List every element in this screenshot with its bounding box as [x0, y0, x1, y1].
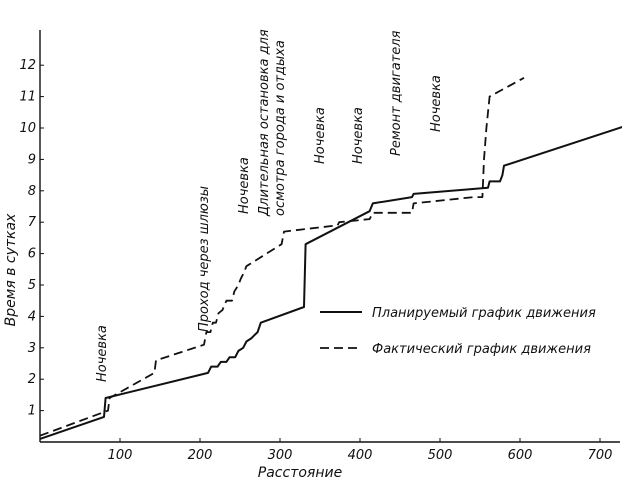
- series-layer: [39, 77, 622, 440]
- series-planned-line: [39, 126, 622, 440]
- x-tick-label: 100: [108, 448, 133, 463]
- annotation-long-stop-line-1: Длительная остановка для: [257, 29, 272, 217]
- annotation-overnight-4: Ночевка: [351, 107, 366, 164]
- x-tick-label: 700: [588, 448, 613, 463]
- annotation-overnight-3: Ночевка: [313, 107, 328, 164]
- y-tick-label: 1: [28, 404, 36, 419]
- y-tick-label: 3: [28, 341, 36, 356]
- x-axis-title: Расстояние: [258, 465, 342, 481]
- y-tick-label: 7: [28, 215, 37, 230]
- y-tick-label: 8: [28, 184, 36, 199]
- y-tick-label: 5: [28, 278, 36, 293]
- x-tick-label: 500: [428, 448, 453, 463]
- y-tick-label: 12: [19, 58, 36, 73]
- x-tick-label: 300: [268, 448, 293, 463]
- y-axis-title: Время в сутках: [3, 213, 19, 326]
- legend-planned-label: Планируемый график движения: [372, 306, 596, 321]
- x-tick-label: 200: [188, 448, 213, 463]
- y-tick-label: 2: [28, 372, 36, 387]
- annotation-overnight-1: Ночевка: [95, 325, 110, 382]
- annotation-overnight-5: Ночевка: [429, 75, 444, 132]
- y-tick-label: 9: [28, 152, 36, 167]
- series-actual-line: [39, 77, 525, 437]
- y-tick-label: 10: [19, 121, 36, 136]
- legend-actual-label: Фактический график движения: [372, 342, 591, 357]
- annotation-engine-repair: Ремонт двигателя: [389, 30, 404, 156]
- annotation-long-stop-line-2: осмотра города и отдыха: [273, 40, 288, 216]
- annotation-overnight-2: Ночевка: [237, 157, 252, 214]
- y-tick-label: 4: [28, 309, 36, 324]
- x-tick-label: 400: [348, 448, 373, 463]
- x-ticks: 100 200 300 400 500 600 700: [108, 438, 613, 463]
- annotation-locks-passage: Проход через шлюзы: [197, 186, 212, 332]
- annotation-long-stop: Длительная остановка для осмотра города …: [257, 29, 288, 217]
- y-tick-label: 6: [28, 247, 36, 262]
- x-tick-label: 600: [508, 448, 533, 463]
- y-tick-label: 11: [19, 90, 36, 105]
- legend: Планируемый график движения Фактический …: [320, 306, 596, 357]
